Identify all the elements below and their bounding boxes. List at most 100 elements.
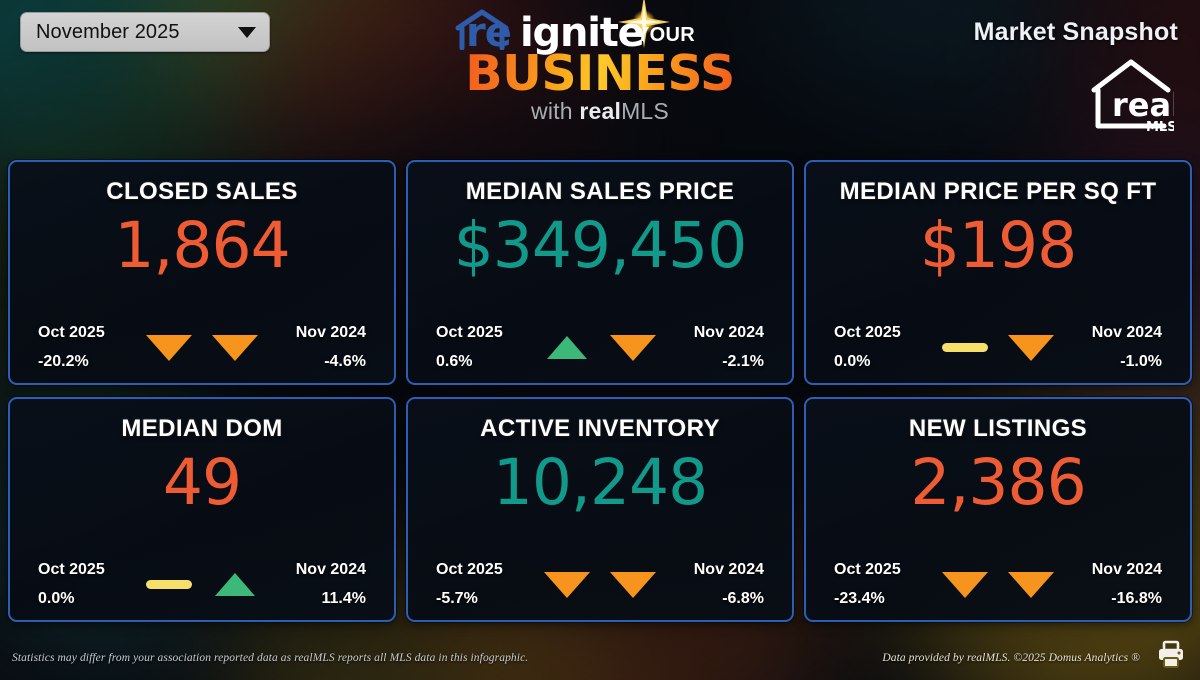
comparison-right: Nov 2024 -16.8% <box>1064 561 1162 608</box>
indicator-down-icon-right <box>1008 571 1054 598</box>
metric-card: MEDIAN SALES PRICE $349,450 Oct 2025 0.6% No… <box>406 160 794 385</box>
logo-tagline-mls: MLS <box>621 98 669 125</box>
svg-text:MLS: MLS <box>1146 120 1174 134</box>
metric-comparison: Oct 2025 -5.7% Nov 2024 -6.8% <box>408 561 792 608</box>
comparison-right-pct: 11.4% <box>321 590 366 607</box>
indicator-down-icon-left <box>544 571 590 598</box>
metric-title: ACTIVE INVENTORY <box>480 415 720 442</box>
footer: Statistics may differ from your associat… <box>0 624 1200 680</box>
comparison-right-pct: -1.0% <box>1120 353 1162 370</box>
comparison-right-indicator <box>600 562 666 608</box>
logo-tagline: with realMLS <box>450 98 750 125</box>
indicator-flat-icon-left <box>146 580 192 589</box>
credit-text: Data provided by realMLS. ©2025 Domus An… <box>882 652 1140 664</box>
logo-line-1: re ignite YOUR <box>450 0 750 56</box>
comparison-left-label: Oct 2025 <box>436 324 503 341</box>
disclaimer-text: Statistics may differ from your associat… <box>12 652 529 664</box>
reignite-logo: re ignite YOUR BUSINESS with realMLS <box>450 0 750 125</box>
comparison-left: Oct 2025 -5.7% <box>436 561 534 608</box>
header: November 2025 re ig <box>0 0 1200 152</box>
metric-title: CLOSED SALES <box>106 178 298 205</box>
comparison-left-pct: 0.0% <box>38 590 75 607</box>
metric-title: MEDIAN PRICE PER SQ FT <box>839 178 1157 205</box>
metric-card: CLOSED SALES 1,864 Oct 2025 -20.2% Nov 2024 -… <box>8 160 396 385</box>
comparison-left-indicator <box>136 325 202 371</box>
comparison-left-indicator <box>136 562 202 608</box>
comparison-left-label: Oct 2025 <box>834 324 901 341</box>
print-icon[interactable] <box>1156 639 1186 669</box>
comparison-right-pct: -2.1% <box>722 353 764 370</box>
metric-comparison: Oct 2025 0.0% Nov 2024 11.4% <box>10 561 394 608</box>
comparison-right-indicator <box>600 325 666 371</box>
chevron-down-icon <box>238 26 256 38</box>
logo-tagline-prefix: with <box>531 98 580 125</box>
svg-text:real: real <box>1112 86 1174 124</box>
page-title: Market Snapshot <box>973 18 1178 46</box>
metric-value: 1,864 <box>114 209 290 282</box>
metric-comparison: Oct 2025 0.6% Nov 2024 -2.1% <box>408 324 792 371</box>
metric-title: MEDIAN SALES PRICE <box>465 178 735 205</box>
sparkle-star-icon <box>618 0 670 48</box>
comparison-left-label: Oct 2025 <box>436 561 503 578</box>
metric-value: 10,248 <box>492 446 708 519</box>
comparison-right-indicator <box>202 562 268 608</box>
indicator-down-icon-right <box>212 334 258 361</box>
indicator-flat-icon-left <box>942 343 988 352</box>
logo-word-business: BUSINESS <box>450 49 750 98</box>
metric-comparison: Oct 2025 -20.2% Nov 2024 -4.6% <box>10 324 394 371</box>
metric-value: $349,450 <box>453 209 748 282</box>
comparison-right-label: Nov 2024 <box>295 324 366 341</box>
indicator-down-icon-right <box>610 571 656 598</box>
comparison-right-indicator <box>998 562 1064 608</box>
comparison-left-indicator <box>534 325 600 371</box>
comparison-right: Nov 2024 -6.8% <box>666 561 764 608</box>
comparison-left-pct: -5.7% <box>436 590 478 607</box>
logo-word-re: re <box>466 10 512 56</box>
comparison-right: Nov 2024 -2.1% <box>666 324 764 371</box>
comparison-left: Oct 2025 -20.2% <box>38 324 136 371</box>
indicator-up-icon-right <box>215 573 255 596</box>
metric-card: MEDIAN DOM 49 Oct 2025 0.0% Nov 2024 11.4% <box>8 397 396 622</box>
comparison-left-pct: -20.2% <box>38 353 89 370</box>
comparison-left-indicator <box>932 562 998 608</box>
indicator-down-icon-left <box>942 571 988 598</box>
metric-card: ACTIVE INVENTORY 10,248 Oct 2025 -5.7% Nov 2… <box>406 397 794 622</box>
comparison-right: Nov 2024 11.4% <box>268 561 366 608</box>
comparison-left-indicator <box>932 325 998 371</box>
metrics-grid: CLOSED SALES 1,864 Oct 2025 -20.2% Nov 2024 -… <box>8 160 1192 622</box>
month-selector-value: November 2025 <box>36 20 180 43</box>
metric-card: MEDIAN PRICE PER SQ FT $198 Oct 2025 0.0% No… <box>804 160 1192 385</box>
comparison-left-label: Oct 2025 <box>834 561 901 578</box>
comparison-right-label: Nov 2024 <box>693 561 764 578</box>
indicator-down-icon-left <box>146 334 192 361</box>
indicator-up-icon-left <box>547 336 587 359</box>
comparison-right-label: Nov 2024 <box>295 561 366 578</box>
metric-title: NEW LISTINGS <box>908 415 1088 442</box>
month-selector[interactable]: November 2025 <box>20 12 270 52</box>
comparison-left: Oct 2025 -23.4% <box>834 561 932 608</box>
comparison-left: Oct 2025 0.0% <box>38 561 136 608</box>
comparison-right: Nov 2024 -4.6% <box>268 324 366 371</box>
house-outline-icon <box>455 9 509 50</box>
logo-word-your: YOUR <box>636 24 695 46</box>
comparison-right-pct: -6.8% <box>722 590 764 607</box>
indicator-down-icon-right <box>610 334 656 361</box>
comparison-right-indicator <box>998 325 1064 371</box>
comparison-left: Oct 2025 0.0% <box>834 324 932 371</box>
comparison-right-label: Nov 2024 <box>693 324 764 341</box>
comparison-left: Oct 2025 0.6% <box>436 324 534 371</box>
comparison-left-label: Oct 2025 <box>38 324 105 341</box>
comparison-right-pct: -4.6% <box>324 353 366 370</box>
comparison-right-indicator <box>202 325 268 371</box>
logo-tagline-real: real <box>579 98 622 125</box>
indicator-down-icon-right <box>1008 334 1054 361</box>
comparison-left-pct: -23.4% <box>834 590 885 607</box>
metric-value: $198 <box>919 209 1077 282</box>
comparison-right: Nov 2024 -1.0% <box>1064 324 1162 371</box>
comparison-left-pct: 0.6% <box>436 353 473 370</box>
metric-comparison: Oct 2025 -23.4% Nov 2024 -16.8% <box>806 561 1190 608</box>
metric-title: MEDIAN DOM <box>121 415 283 442</box>
realmls-logo-icon: real MLS <box>1091 59 1174 134</box>
metric-card: NEW LISTINGS 2,386 Oct 2025 -23.4% Nov 2024 -… <box>804 397 1192 622</box>
metric-comparison: Oct 2025 0.0% Nov 2024 -1.0% <box>806 324 1190 371</box>
